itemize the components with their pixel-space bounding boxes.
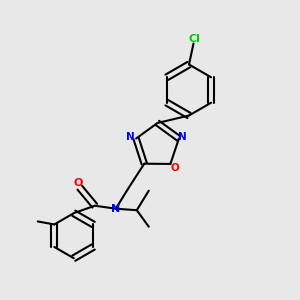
Text: N: N — [111, 204, 120, 214]
Text: Cl: Cl — [188, 34, 200, 44]
Text: O: O — [170, 163, 179, 172]
Text: N: N — [126, 132, 135, 142]
Text: O: O — [74, 178, 83, 188]
Text: N: N — [178, 132, 187, 142]
